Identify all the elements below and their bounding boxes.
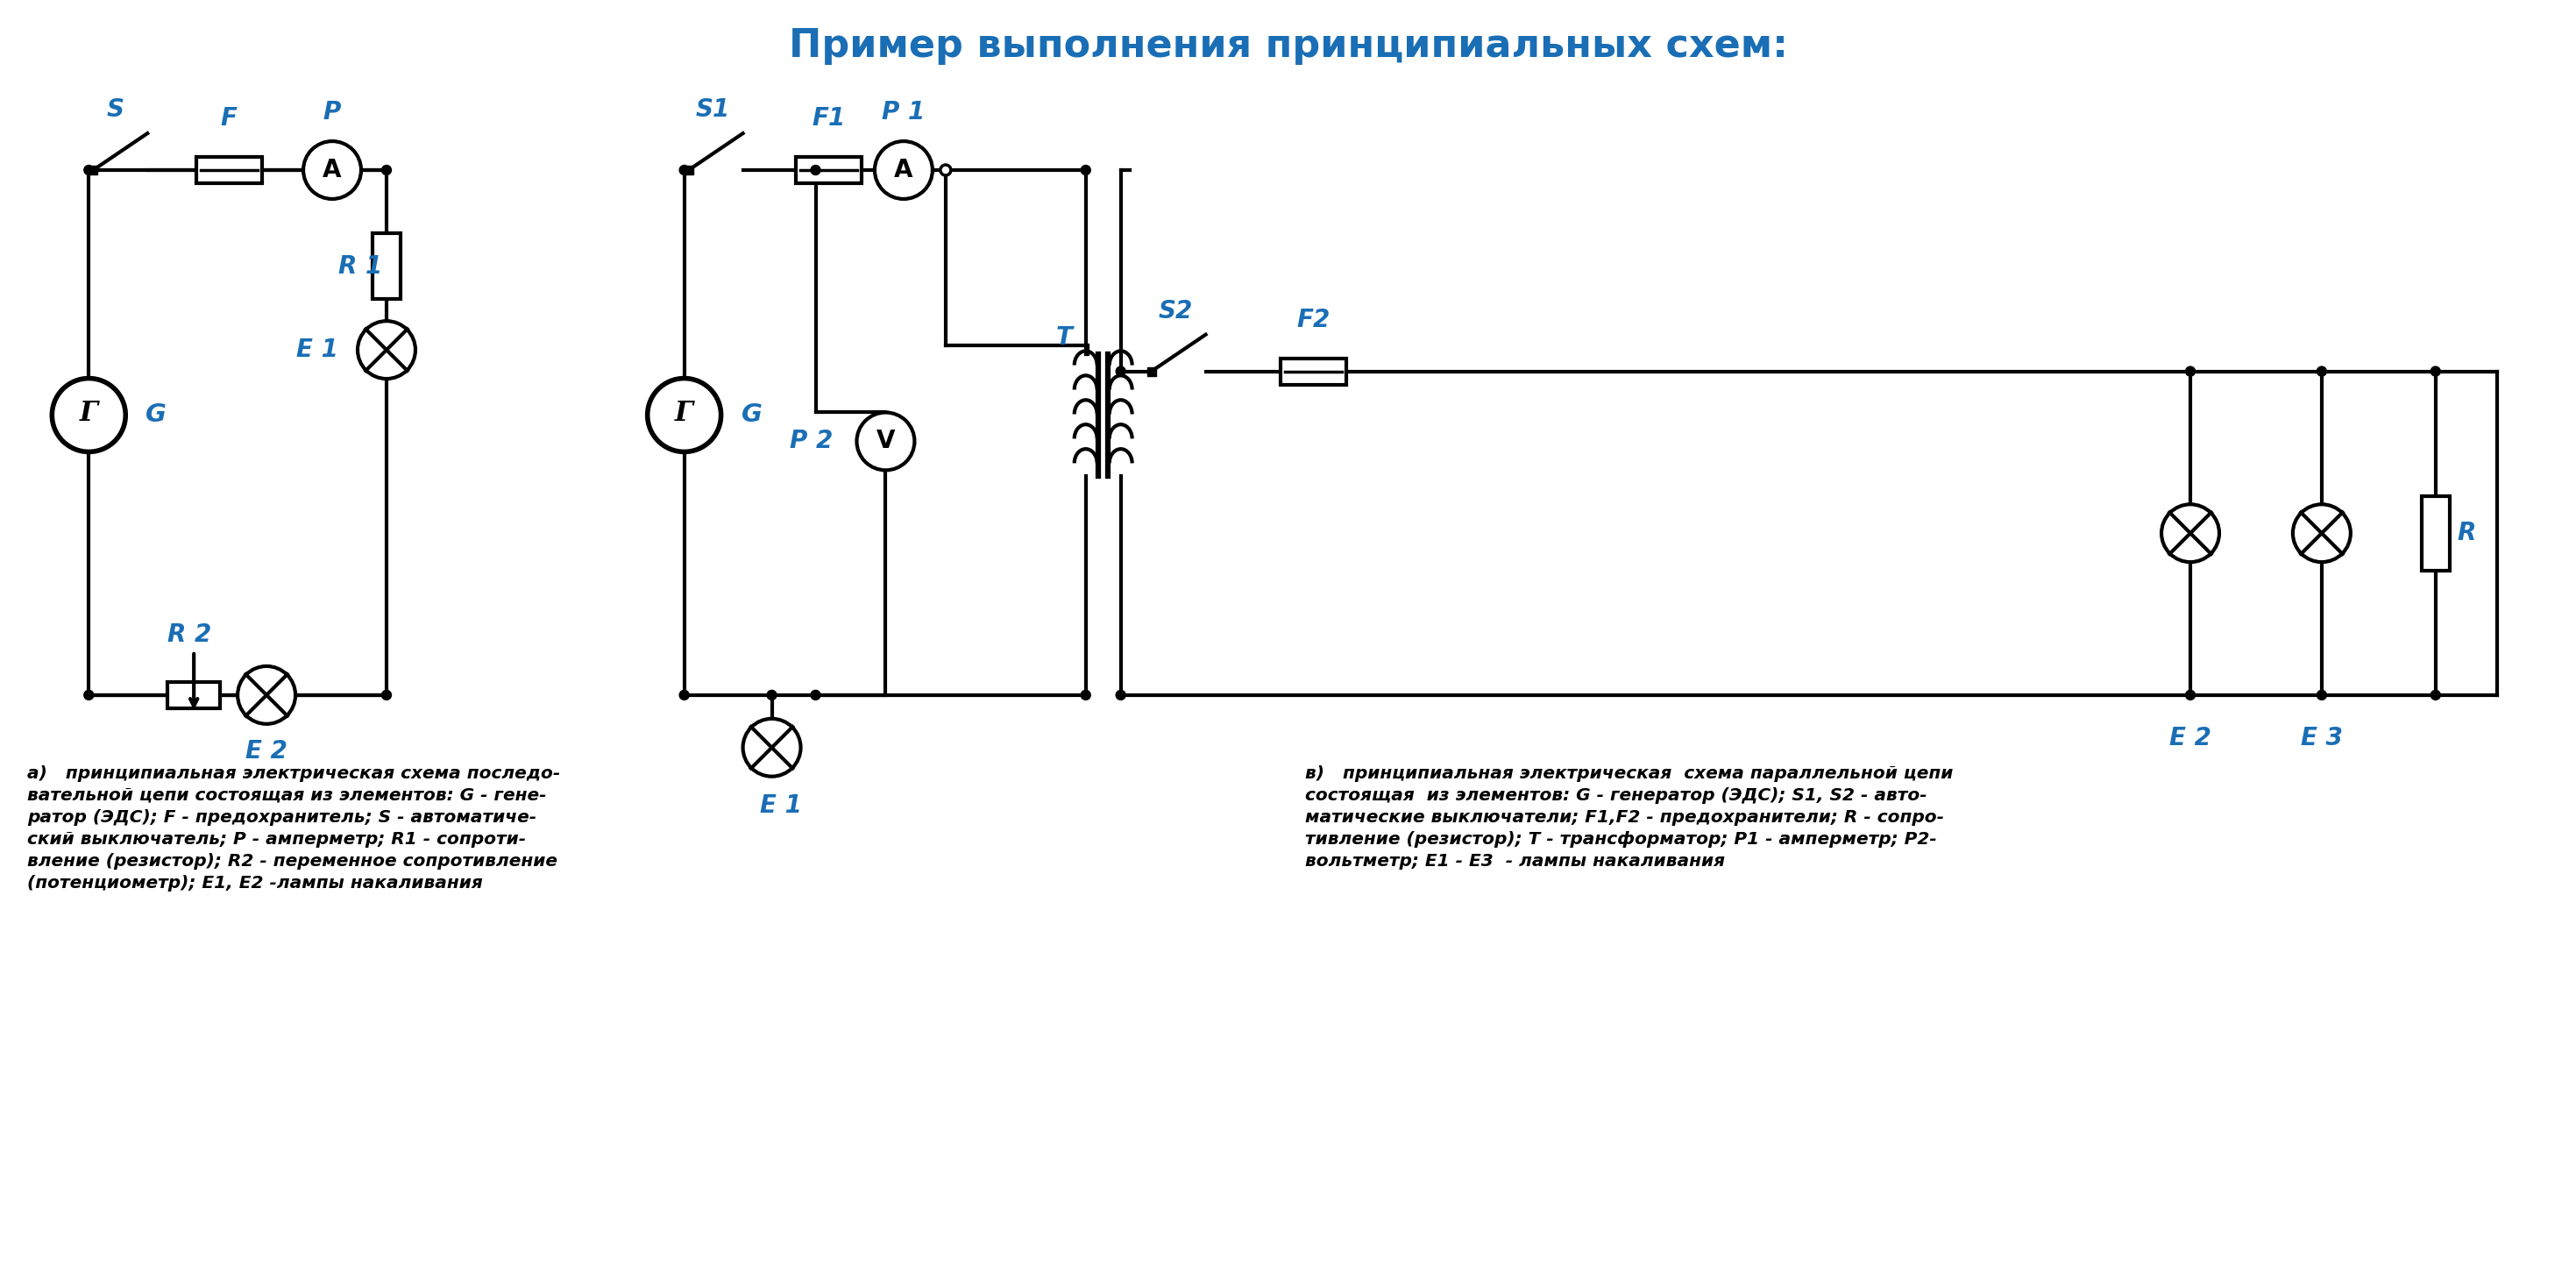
Circle shape xyxy=(858,412,914,471)
Text: в)   принципиальная электрическая  схема параллельной цепи
состоящая  из элемент: в) принципиальная электрическая схема па… xyxy=(1306,765,1953,869)
Text: P 1: P 1 xyxy=(881,100,925,124)
Circle shape xyxy=(1115,367,1126,376)
Circle shape xyxy=(876,142,933,199)
Text: S1: S1 xyxy=(696,97,732,121)
Bar xyxy=(685,166,693,175)
Bar xyxy=(374,234,399,299)
Bar xyxy=(2421,496,2450,571)
Text: R 1: R 1 xyxy=(337,254,381,278)
Text: R 2: R 2 xyxy=(167,622,211,646)
Text: T: T xyxy=(1056,325,1072,349)
Circle shape xyxy=(381,166,392,175)
Text: F2: F2 xyxy=(1296,307,1329,331)
Text: Пример выполнения принципиальных схем:: Пример выполнения принципиальных схем: xyxy=(788,28,1788,66)
Circle shape xyxy=(680,691,688,700)
Circle shape xyxy=(811,166,819,175)
Circle shape xyxy=(237,667,296,724)
Text: G: G xyxy=(742,402,762,428)
Circle shape xyxy=(1115,691,1126,700)
Circle shape xyxy=(2432,691,2439,700)
Text: Г: Г xyxy=(675,400,693,426)
Circle shape xyxy=(85,691,93,700)
Circle shape xyxy=(940,164,951,176)
Text: E 2: E 2 xyxy=(245,739,289,763)
Circle shape xyxy=(768,691,775,700)
Circle shape xyxy=(2161,505,2221,562)
Circle shape xyxy=(1082,166,1090,175)
Text: S2: S2 xyxy=(1159,299,1193,323)
Circle shape xyxy=(2293,505,2352,562)
Text: S: S xyxy=(106,97,124,121)
Circle shape xyxy=(2184,691,2195,700)
Bar xyxy=(167,682,219,708)
Text: A: A xyxy=(894,158,912,182)
Text: G: G xyxy=(147,402,167,428)
Text: R: R xyxy=(2458,521,2476,545)
Circle shape xyxy=(742,719,801,777)
Text: E 3: E 3 xyxy=(2300,726,2342,750)
Circle shape xyxy=(358,321,415,378)
Text: F1: F1 xyxy=(811,106,845,130)
Text: E 1: E 1 xyxy=(296,338,337,362)
Circle shape xyxy=(1082,691,1090,700)
Bar xyxy=(1280,358,1347,385)
Circle shape xyxy=(381,691,392,700)
Circle shape xyxy=(2184,367,2195,376)
Text: P 2: P 2 xyxy=(791,429,832,454)
Circle shape xyxy=(2316,691,2326,700)
Circle shape xyxy=(811,691,819,700)
Bar xyxy=(796,157,860,183)
Text: E 2: E 2 xyxy=(2169,726,2210,750)
Text: F: F xyxy=(222,106,237,130)
Text: P: P xyxy=(322,100,340,124)
Bar xyxy=(196,157,263,183)
Circle shape xyxy=(2316,367,2326,376)
Text: Г: Г xyxy=(80,400,98,426)
Text: а)   принципиальная электрическая схема последо-
вательной цепи состоящая из эле: а) принципиальная электрическая схема по… xyxy=(28,765,562,892)
Circle shape xyxy=(647,378,721,452)
Circle shape xyxy=(2432,367,2439,376)
Circle shape xyxy=(85,166,93,175)
Circle shape xyxy=(304,142,361,199)
Text: E 1: E 1 xyxy=(760,793,801,817)
Text: V: V xyxy=(876,429,894,454)
Bar xyxy=(88,166,98,175)
Bar xyxy=(1146,367,1157,376)
Text: A: A xyxy=(322,158,343,182)
Circle shape xyxy=(52,378,126,452)
Circle shape xyxy=(680,166,688,175)
